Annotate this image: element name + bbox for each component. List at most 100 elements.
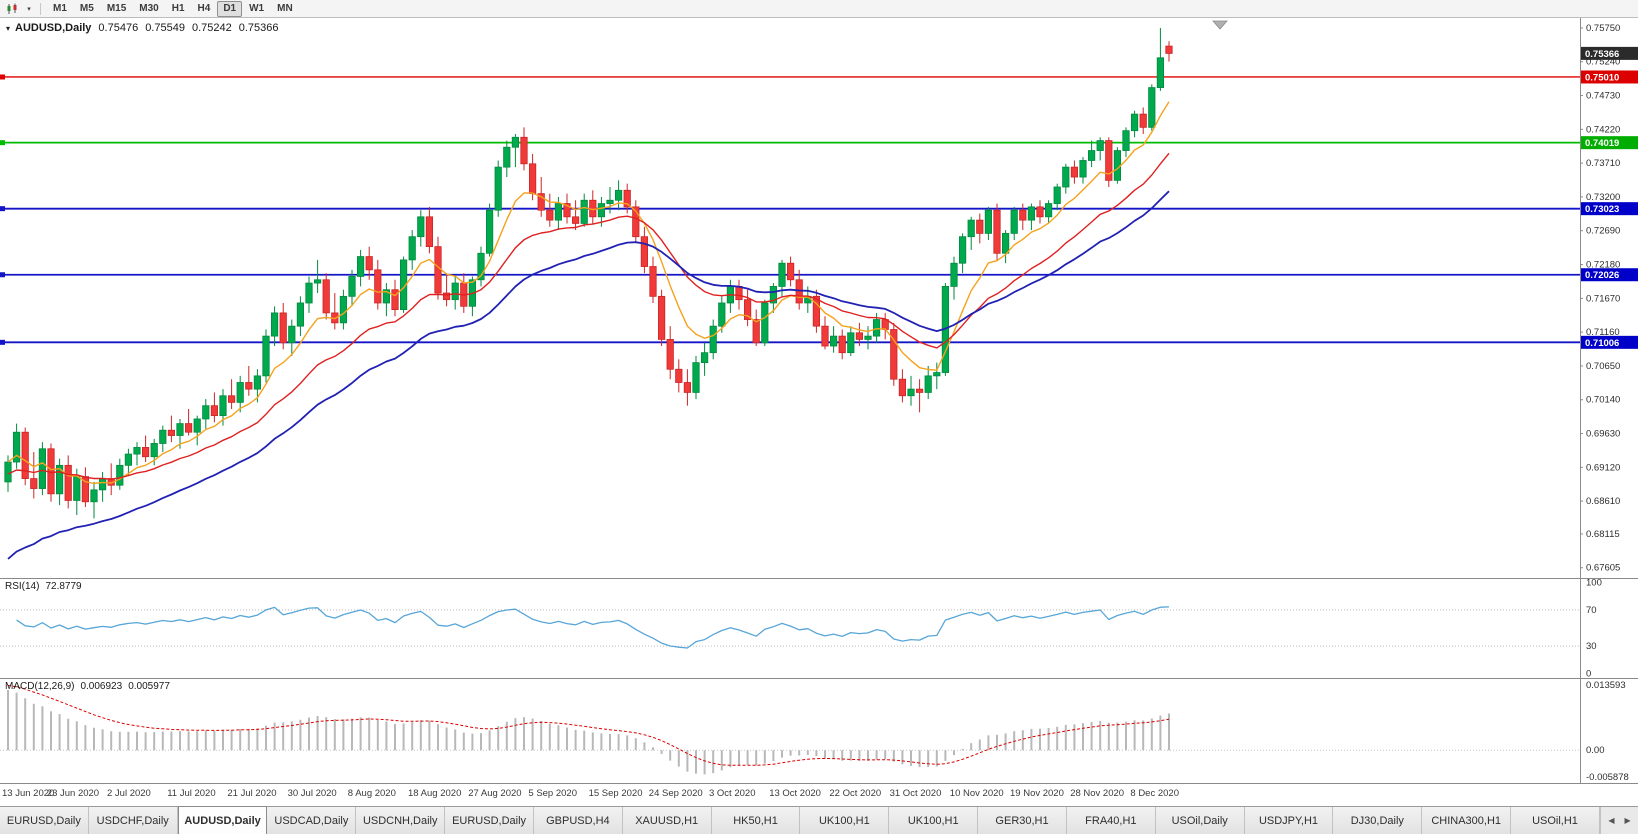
chart-shift-marker xyxy=(1212,20,1228,30)
price-tick: 0.73710 xyxy=(1586,158,1620,169)
date-label: 22 Oct 2020 xyxy=(829,788,882,799)
price-tick: 0.72690 xyxy=(1586,226,1620,237)
price-tick: 0.69630 xyxy=(1586,429,1620,440)
resistance-badge xyxy=(1581,70,1638,84)
svg-text:0.71006: 0.71006 xyxy=(1585,338,1619,349)
timeframe-button-m5[interactable]: M5 xyxy=(79,2,94,14)
svg-text:0.74019: 0.74019 xyxy=(1585,138,1619,149)
support-blue-badge-3 xyxy=(1581,335,1638,349)
svg-text:0.75010: 0.75010 xyxy=(1585,72,1619,83)
chart-tab-bar: EURUSD,Daily USDCHF,Daily AUDUSD,Daily USDC… xyxy=(0,806,1638,834)
chart-tab-dj30-daily[interactable]: DJ30,Daily xyxy=(1333,807,1423,834)
macd-plot[interactable]: 0.013593 0.00 -0.005878 xyxy=(0,678,1638,783)
price-tick: 0.69120 xyxy=(1586,462,1620,473)
close-value: 0.75366 xyxy=(238,22,279,34)
price-chart-panel[interactable]: ▾ AUDUSD,Daily 0.75476 0.75549 0.75242 0… xyxy=(0,18,1638,578)
symbol-dropdown-icon[interactable]: ▾ xyxy=(6,23,11,33)
price-tick: 0.68610 xyxy=(1586,496,1620,507)
date-label: 15 Sep 2020 xyxy=(588,788,643,799)
chart-tab-usdcnh-daily[interactable]: USDCNH,Daily xyxy=(356,807,446,834)
svg-text:0.72026: 0.72026 xyxy=(1585,270,1619,281)
timeframe-button-w1[interactable]: W1 xyxy=(249,2,265,14)
macd-name: MACD(12,26,9) xyxy=(5,681,75,692)
timeframe-button-m15[interactable]: M15 xyxy=(106,2,127,14)
date-label: 3 Oct 2020 xyxy=(709,788,756,799)
chart-tab-usoil-daily[interactable]: USOil,Daily xyxy=(1155,807,1245,834)
date-label: 21 Jul 2020 xyxy=(227,788,277,799)
support-blue-badge-1 xyxy=(1581,202,1638,216)
date-label: 31 Oct 2020 xyxy=(889,788,942,799)
chart-tab-xauusd-h1[interactable]: XAUUSD,H1 xyxy=(622,807,712,834)
chart-title: ▾ AUDUSD,Daily 0.75476 0.75549 0.75242 0… xyxy=(6,22,278,34)
rsi-tick: 30 xyxy=(1586,641,1597,652)
chart-tab-usdcad-daily[interactable]: USDCAD,Daily xyxy=(267,807,357,834)
timeframe-button-h4[interactable]: H4 xyxy=(197,2,211,14)
time-axis[interactable]: 13 Jun 2020 23 Jun 2020 2 Jul 2020 11 Jul 2… xyxy=(0,783,1638,806)
candlestick-chart[interactable]: 0.75750 0.75240 0.74730 0.74220 0.73710 0.732… xyxy=(0,18,1638,578)
chart-tab-uk100-h1[interactable]: UK100,H1 xyxy=(889,807,979,834)
macd-tick: 0.00 xyxy=(1586,745,1605,756)
rsi-panel[interactable]: RSI(14) 72.8779 100 70 30 0 xyxy=(0,578,1638,678)
rsi-tick: 70 xyxy=(1586,605,1597,616)
timeframe-button-h1[interactable]: H1 xyxy=(171,2,185,14)
price-tick: 0.71670 xyxy=(1586,293,1620,304)
date-label: 8 Dec 2020 xyxy=(1130,788,1179,799)
macd-tick: 0.013593 xyxy=(1586,680,1626,691)
chart-tab-usoil-h1[interactable]: USOil,H1 xyxy=(1511,807,1600,834)
svg-text:0.73023: 0.73023 xyxy=(1585,204,1619,215)
current-price-badge xyxy=(1581,46,1638,60)
timeframe-button-m30[interactable]: M30 xyxy=(139,2,159,14)
chart-tab-hk50-h1[interactable]: HK50,H1 xyxy=(711,807,801,834)
chart-tab-fra40-h1[interactable]: FRA40,H1 xyxy=(1066,807,1156,834)
scroll-left-icon[interactable]: ◀ xyxy=(1608,816,1615,825)
open-value: 0.75476 xyxy=(98,22,139,34)
date-label: 23 Jun 2020 xyxy=(46,788,100,799)
date-label: 10 Nov 2020 xyxy=(949,788,1004,799)
chart-tab-china300-h1[interactable]: CHINA300,H1 xyxy=(1422,807,1512,834)
chart-area: ▾ AUDUSD,Daily 0.75476 0.75549 0.75242 0… xyxy=(0,18,1638,806)
rsi-plot[interactable]: 100 70 30 0 xyxy=(0,578,1638,678)
scroll-right-icon[interactable]: ▶ xyxy=(1624,816,1631,825)
rsi-label: RSI(14) 72.8779 xyxy=(5,581,82,592)
price-tick: 0.74730 xyxy=(1586,91,1620,102)
date-label: 2 Jul 2020 xyxy=(107,788,151,799)
date-label: 11 Jul 2020 xyxy=(167,788,216,799)
chart-tab-eurusd-daily[interactable]: EURUSD,Daily xyxy=(445,807,534,834)
price-tick: 0.74220 xyxy=(1586,124,1620,135)
chart-tab-usdchf-daily[interactable]: USDCHF,Daily xyxy=(88,807,178,834)
chart-tab-gbpusd-h4[interactable]: GBPUSD,H4 xyxy=(533,807,623,834)
chart-tab-ger30-h1[interactable]: GER30,H1 xyxy=(978,807,1067,834)
timeframe-button-mn[interactable]: MN xyxy=(277,2,293,14)
chart-tab-eurusd-daily[interactable]: EURUSD,Daily xyxy=(0,807,89,834)
date-label: 30 Jul 2020 xyxy=(287,788,337,799)
date-label: 27 Aug 2020 xyxy=(468,788,522,799)
chart-tab-uk100-h1[interactable]: UK100,H1 xyxy=(800,807,890,834)
chevron-down-icon[interactable]: ▾ xyxy=(27,5,31,13)
macd-label: MACD(12,26,9) 0.006923 0.005977 xyxy=(5,681,170,692)
support-green-badge xyxy=(1581,136,1638,150)
macd-main-value: 0.006923 xyxy=(80,681,123,692)
macd-signal-value: 0.005977 xyxy=(128,681,170,692)
timeframe-toolbar: ▾ M1 M5 M15 M30 H1 H4 D1 W1 MN xyxy=(0,0,1638,18)
date-label: 24 Sep 2020 xyxy=(648,788,703,799)
price-tick: 0.68115 xyxy=(1586,529,1620,540)
svg-text:0.75366: 0.75366 xyxy=(1585,49,1619,60)
date-label: 19 Nov 2020 xyxy=(1010,788,1064,799)
low-value: 0.75242 xyxy=(191,22,232,34)
rsi-current-value: 72.8779 xyxy=(45,581,82,592)
price-tick: 0.72180 xyxy=(1586,260,1620,271)
timeframe-buttons: M1 M5 M15 M30 H1 H4 D1 W1 MN xyxy=(47,0,299,17)
chart-tab-usdjpy-h1[interactable]: USDJPY,H1 xyxy=(1244,807,1334,834)
date-label: 13 Jun 2020 xyxy=(2,788,55,799)
chart-tabs: EURUSD,Daily USDCHF,Daily AUDUSD,Daily USDC… xyxy=(0,806,1600,834)
timeframe-button-m1[interactable]: M1 xyxy=(53,2,67,14)
timeframe-button-d1[interactable]: D1 xyxy=(217,0,243,17)
chart-tab-audusd-daily[interactable]: AUDUSD,Daily xyxy=(177,806,268,834)
macd-tick: -0.005878 xyxy=(1586,772,1629,783)
chart-type-icon[interactable] xyxy=(4,2,22,16)
price-tick: 0.75240 xyxy=(1586,57,1620,68)
date-label: 13 Oct 2020 xyxy=(769,788,821,799)
macd-panel[interactable]: MACD(12,26,9) 0.006923 0.005977 0.013593… xyxy=(0,678,1638,783)
date-label: 8 Aug 2020 xyxy=(347,788,396,799)
